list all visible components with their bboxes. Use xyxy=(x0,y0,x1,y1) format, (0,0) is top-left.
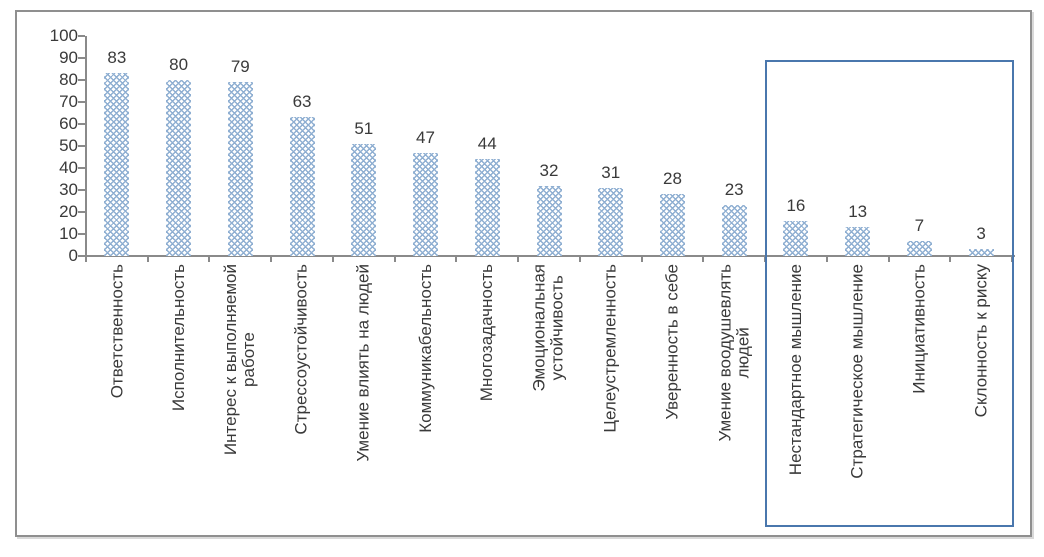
category-label-text: Интерес к выполняемой работе xyxy=(221,264,259,456)
bar xyxy=(536,185,562,256)
bar xyxy=(289,117,315,256)
x-axis-tick xyxy=(887,257,890,262)
bar-value-label: 3 xyxy=(976,224,986,244)
x-axis-line xyxy=(85,255,1015,257)
x-axis-tick xyxy=(331,257,334,262)
x-axis-tick xyxy=(270,257,273,262)
y-axis-tick xyxy=(78,57,85,59)
y-axis-tick-label: 80 xyxy=(59,70,78,89)
category-label: Многозадачность xyxy=(456,264,518,519)
highlight-box xyxy=(765,60,1014,527)
category-label: Уверенность в себе xyxy=(642,264,704,519)
x-axis-tick xyxy=(393,257,396,262)
x-axis-tick xyxy=(578,257,581,262)
category-label-text: Целеустремленность xyxy=(600,264,620,433)
y-axis-line xyxy=(85,36,87,258)
bar-value-label: 83 xyxy=(107,48,127,68)
category-label: Эмоциональная устойчивость xyxy=(518,264,580,519)
y-axis-tick xyxy=(78,35,85,37)
category-label-text: Исполнительность xyxy=(168,264,188,412)
y-axis-tick xyxy=(78,145,85,147)
x-axis-tick xyxy=(949,257,952,262)
y-axis-tick-label: 100 xyxy=(49,26,78,45)
y-axis-tick-label: 70 xyxy=(59,92,78,111)
x-axis-tick xyxy=(85,257,87,262)
bar xyxy=(906,240,932,256)
category-label: Целеустремленность xyxy=(580,264,642,519)
y-axis-tick xyxy=(78,167,85,169)
y-axis-tick-label: 30 xyxy=(59,180,78,199)
bar xyxy=(474,159,500,256)
y-axis-tick-label: 90 xyxy=(59,48,78,67)
bar-value-label: 47 xyxy=(416,127,435,147)
x-axis-tick xyxy=(455,257,458,262)
bar-value-label: 16 xyxy=(786,195,806,215)
category-label-text: Эмоциональная устойчивость xyxy=(529,264,567,392)
category-label-text: Многозадачность xyxy=(477,264,497,402)
y-axis-tick xyxy=(78,255,85,257)
x-axis-tick xyxy=(702,257,705,262)
y-axis-tick-label: 40 xyxy=(59,158,78,177)
bar xyxy=(227,82,253,256)
bar-value-label: 31 xyxy=(601,162,621,182)
bar-value-label: 7 xyxy=(914,215,925,235)
bar-value-label: 44 xyxy=(477,134,497,154)
y-axis-tick xyxy=(78,211,85,213)
category-label: Интерес к выполняемой работе xyxy=(209,264,271,519)
y-axis-tick xyxy=(78,79,85,81)
bar-value-label: 79 xyxy=(230,57,250,77)
category-label-text: Умение влиять на людей xyxy=(353,264,373,462)
x-axis-tick xyxy=(640,257,643,262)
y-axis-tick xyxy=(78,101,85,103)
x-axis-tick xyxy=(825,257,828,262)
bar xyxy=(721,205,747,256)
bar-value-label: 32 xyxy=(539,160,559,180)
category-label: Коммуникабельность xyxy=(395,264,457,519)
category-label-text: Стрессоустойчивость xyxy=(292,264,312,435)
category-label-text: Коммуникабельность xyxy=(415,264,435,433)
bar-value-label: 80 xyxy=(169,55,189,74)
category-label: Умение воодушевлять людей xyxy=(703,264,765,519)
bar xyxy=(845,227,871,256)
y-axis-tick-label: 20 xyxy=(59,202,78,221)
bar xyxy=(104,73,130,256)
category-label: Исполнительность xyxy=(148,264,210,519)
category-label: Стрессоустойчивость xyxy=(271,264,333,519)
bar-value-label: 28 xyxy=(662,169,682,189)
bar-value-label: 23 xyxy=(724,180,744,200)
category-label-text: Уверенность в себе xyxy=(662,264,682,420)
bar-value-label: 63 xyxy=(292,92,312,112)
y-axis-tick-label: 60 xyxy=(59,114,78,133)
y-axis-tick xyxy=(78,233,85,235)
x-axis-tick xyxy=(517,257,520,262)
bar xyxy=(598,187,624,256)
bar xyxy=(413,152,439,256)
category-label: Ответственность xyxy=(86,264,148,519)
bar xyxy=(659,194,685,256)
bar-value-label: 51 xyxy=(354,118,374,138)
category-label-text: Умение воодушевлять людей xyxy=(715,264,753,442)
bar xyxy=(783,220,809,256)
x-axis-tick xyxy=(146,257,149,262)
category-label-text: Ответственность xyxy=(106,264,126,399)
bar xyxy=(968,249,994,256)
y-axis-tick-label: 50 xyxy=(59,136,78,155)
x-axis-tick xyxy=(208,257,211,262)
bar-value-label: 13 xyxy=(848,202,868,222)
category-label: Умение влиять на людей xyxy=(333,264,395,519)
bar xyxy=(166,80,192,256)
bar xyxy=(351,143,377,256)
y-axis-tick-label: 0 xyxy=(68,246,78,265)
y-axis-tick xyxy=(78,123,85,125)
y-axis-tick-label: 10 xyxy=(59,224,78,243)
y-axis-tick xyxy=(78,189,85,191)
